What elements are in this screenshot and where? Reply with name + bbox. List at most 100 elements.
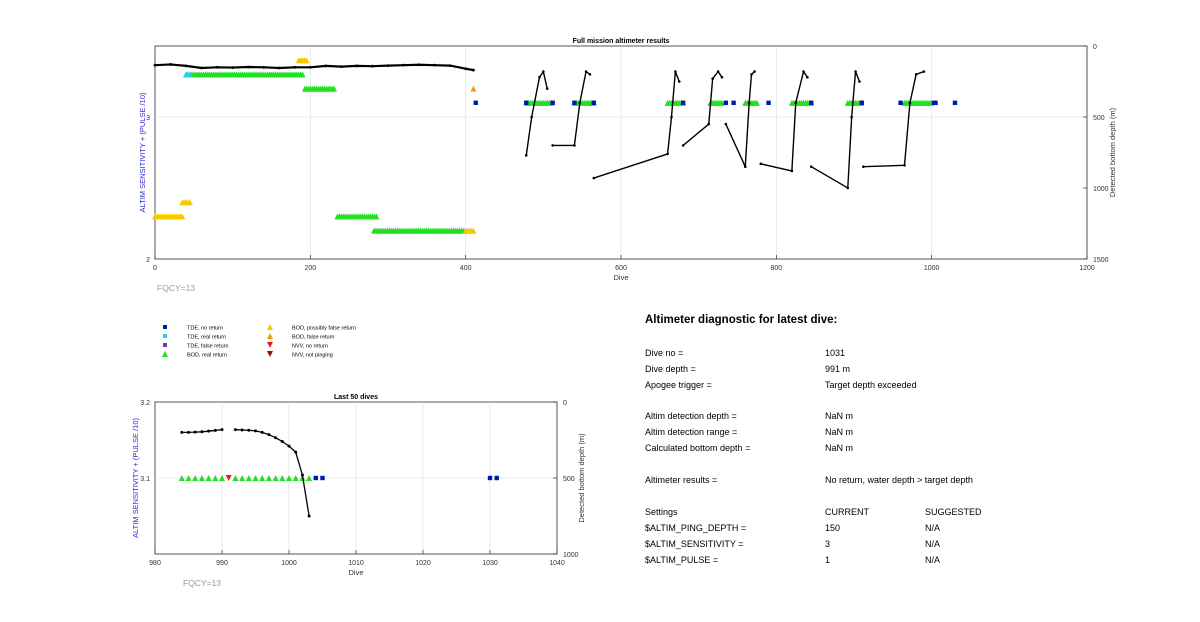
marker-bod: [373, 213, 380, 220]
marker-tde-no-return: [473, 100, 478, 105]
legend-marker-triangle: [267, 342, 273, 348]
depth-point: [448, 64, 452, 67]
depth-point: [666, 152, 669, 156]
legend-marker-triangle: [267, 324, 273, 330]
depth-point: [716, 70, 720, 73]
legend-label: TDE, no return: [187, 326, 223, 332]
depth-point: [753, 70, 756, 73]
settings-header-current: CURRENT: [825, 507, 869, 517]
depth-point: [747, 101, 751, 105]
altim-detection-range-value: NaN m: [825, 427, 854, 437]
depth-point: [790, 169, 794, 173]
fqcy-note: FQCY=13: [157, 283, 195, 293]
depth-point: [545, 87, 549, 90]
depth-point: [681, 144, 685, 147]
depth-point: [169, 63, 172, 66]
legend-marker-triangle: [162, 351, 168, 357]
depth-point: [324, 64, 328, 68]
depth-point: [759, 162, 763, 166]
marker-bod: [718, 99, 725, 106]
depth-point: [914, 73, 918, 76]
x-tick-label: 1200: [1079, 265, 1095, 272]
legend-marker-square: [163, 334, 167, 338]
depth-point: [530, 115, 533, 119]
depth-point: [573, 144, 576, 147]
depth-point: [850, 115, 853, 119]
marker-bod: [470, 227, 477, 234]
depth-point: [846, 186, 850, 190]
depth-point: [592, 176, 596, 180]
x-tick-label: 200: [304, 265, 316, 272]
x-tick-label: 600: [615, 265, 627, 272]
y2-tick-label: 0: [1093, 44, 1097, 51]
marker-bod: [299, 71, 306, 78]
setting-pulse-label: $ALTIM_PULSE =: [645, 555, 719, 565]
y-tick-label: 3: [146, 115, 150, 122]
depth-point: [809, 165, 813, 168]
dive-no-label: Dive no =: [645, 348, 684, 358]
depth-point: [246, 65, 250, 69]
setting-pulse-suggested: N/A: [925, 555, 941, 565]
marker-tde-no-return: [809, 100, 814, 105]
depth-point: [858, 80, 861, 83]
altim-detection-depth-label: Altim detection depth =: [645, 411, 737, 421]
marker-bod: [186, 199, 193, 206]
depth-point: [908, 101, 912, 105]
calculated-bottom-depth-value: NaN m: [825, 443, 854, 453]
legend-marker-square: [163, 343, 167, 347]
legend-marker-triangle: [267, 351, 273, 357]
depth-point: [524, 154, 528, 157]
marker-tde-no-return: [591, 100, 597, 105]
settings-header-label: Settings: [645, 507, 678, 517]
marker-tde-no-return: [572, 100, 577, 105]
depth-point: [903, 163, 906, 167]
depth-point: [670, 115, 673, 119]
depth-point: [308, 65, 312, 69]
depth-point: [794, 101, 798, 105]
depth-point: [262, 65, 266, 69]
apogee-trigger-label: Apogee trigger =: [645, 380, 712, 390]
legend-label: BOD, possibly false return: [292, 326, 356, 332]
setting-sensitivity-suggested: N/A: [925, 539, 941, 549]
setting-sensitivity-current: 3: [825, 539, 831, 549]
depth-point: [711, 77, 714, 80]
depth-point: [724, 122, 728, 126]
calculated-bottom-depth-label: Calculated bottom depth =: [645, 443, 751, 453]
setting-pulse-current: 1: [825, 555, 831, 565]
depth-point: [417, 63, 421, 67]
marker-bod: [186, 71, 193, 78]
apogee-trigger-value: Target depth exceeded: [825, 380, 917, 390]
marker-tde-no-return: [731, 100, 736, 105]
depth-point: [184, 64, 188, 68]
altim-detection-depth-value: NaN m: [825, 411, 854, 421]
depth-point: [231, 66, 235, 69]
marker-tde-no-return: [952, 100, 958, 105]
depth-point: [862, 165, 865, 168]
depth-point: [578, 101, 582, 105]
depth-point: [293, 65, 297, 69]
x-tick-label: 800: [770, 265, 782, 272]
legend-label: NVV, no return: [292, 344, 328, 350]
x-axis-label: Dive: [613, 273, 628, 282]
depth-point: [371, 64, 374, 68]
depth-point: [277, 66, 281, 70]
depth-point: [677, 80, 681, 83]
marker-tde-no-return: [550, 100, 555, 105]
y-tick-label: 2: [146, 257, 150, 264]
depth-point: [472, 68, 475, 72]
dive-depth-label: Dive depth =: [645, 364, 696, 374]
depth-point: [355, 64, 359, 68]
depth-point: [707, 122, 711, 126]
depth-point: [340, 65, 343, 68]
marker-tde-no-return: [859, 100, 864, 105]
depth-point: [584, 70, 588, 73]
depth-point: [750, 73, 753, 76]
y2-tick-label: 1500: [1093, 257, 1109, 264]
depth-point: [854, 70, 857, 73]
dive-no-value: 1031: [825, 348, 846, 358]
y-axis-label: ALTIM SENSITIVITY + (PULSE /10): [138, 92, 147, 212]
depth-point: [402, 63, 405, 67]
legend-label: BOD, false return: [292, 335, 335, 341]
depth-point: [386, 64, 390, 67]
